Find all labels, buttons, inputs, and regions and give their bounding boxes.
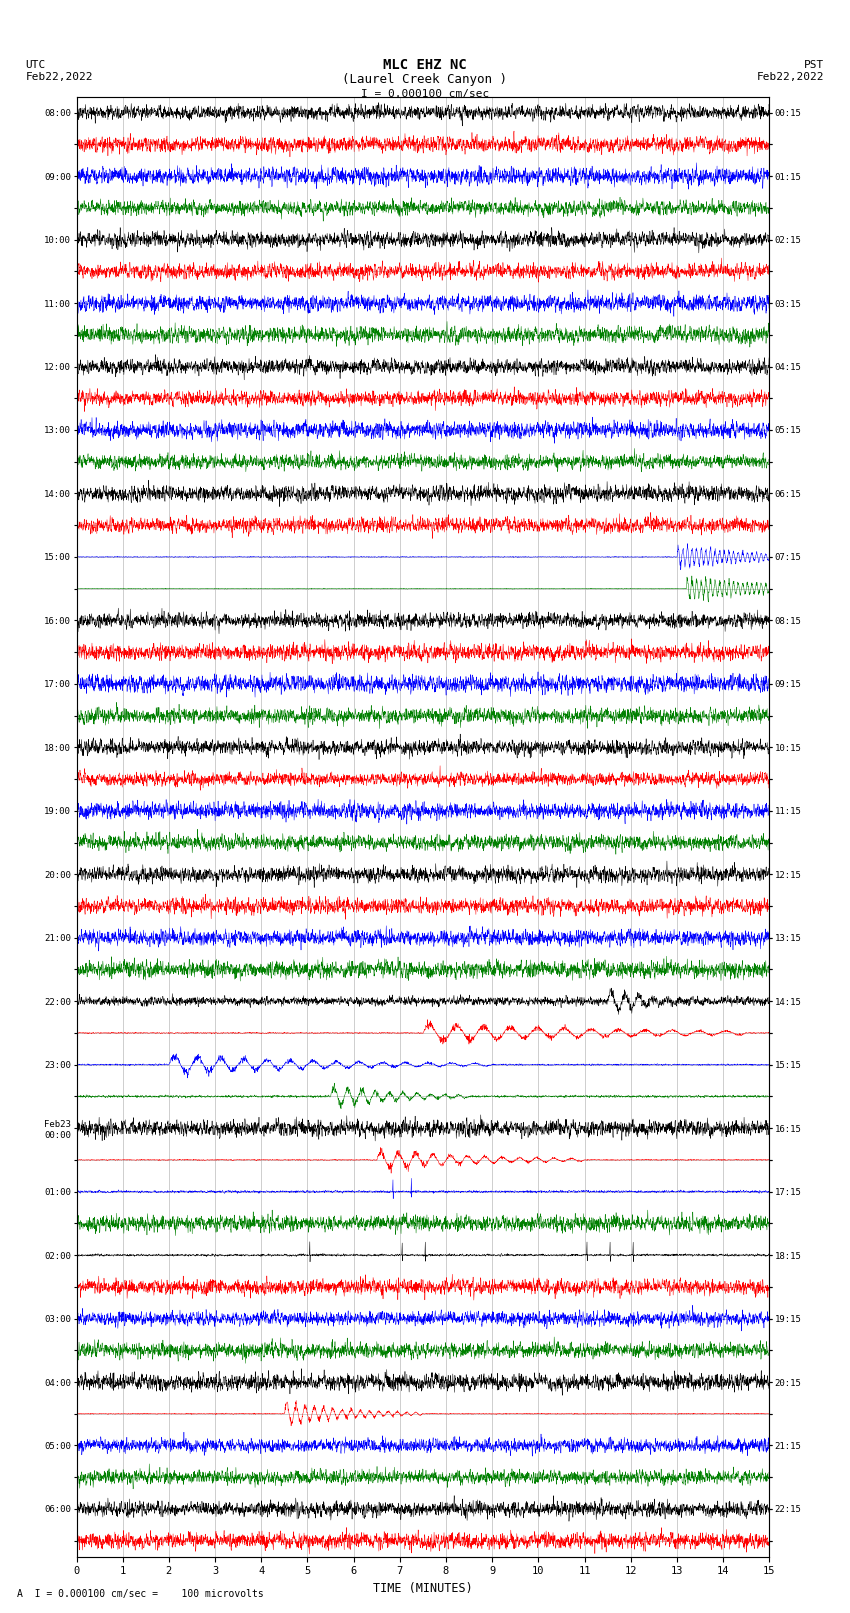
Text: I = 0.000100 cm/sec: I = 0.000100 cm/sec (361, 89, 489, 98)
Text: (Laurel Creek Canyon ): (Laurel Creek Canyon ) (343, 73, 507, 85)
X-axis label: TIME (MINUTES): TIME (MINUTES) (373, 1582, 473, 1595)
Text: MLC EHZ NC: MLC EHZ NC (383, 58, 467, 71)
Text: A  I = 0.000100 cm/sec =    100 microvolts: A I = 0.000100 cm/sec = 100 microvolts (17, 1589, 264, 1598)
Text: PST: PST (804, 60, 824, 69)
Text: UTC: UTC (26, 60, 46, 69)
Text: Feb22,2022: Feb22,2022 (26, 73, 93, 82)
Text: Feb22,2022: Feb22,2022 (757, 73, 824, 82)
